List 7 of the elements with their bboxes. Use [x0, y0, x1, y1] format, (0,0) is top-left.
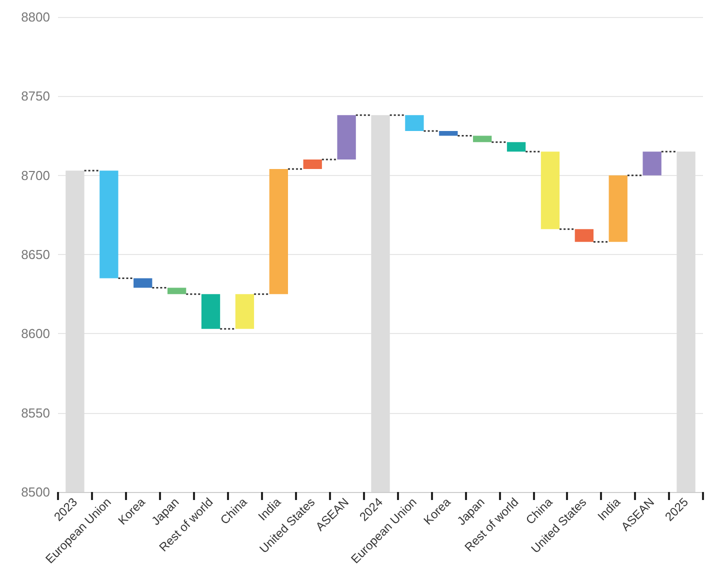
y-tick-label: 8550: [21, 405, 50, 420]
y-tick-label: 8800: [21, 10, 50, 24]
y-tick-label: 8700: [21, 168, 50, 183]
y-tick-label: 8600: [21, 326, 50, 342]
y-tick-label: 8500: [21, 484, 50, 500]
y-tick-label: 8750: [21, 88, 50, 104]
y-tick-label: 8650: [21, 247, 50, 262]
